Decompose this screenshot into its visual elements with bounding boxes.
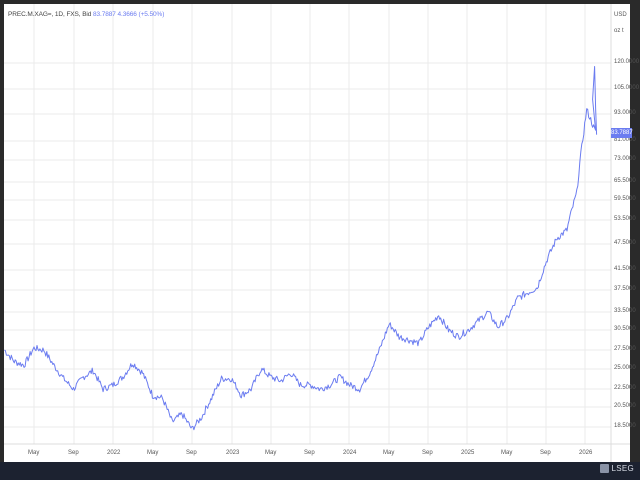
price-change: 4.3666 — [117, 11, 137, 18]
y-tick-label: 81.0000 — [614, 137, 636, 143]
x-tick-label: May — [147, 450, 159, 456]
y-tick-label: 18.5000 — [614, 423, 636, 429]
x-tick-label: 2022 — [107, 450, 121, 456]
y-tick-label: 59.5000 — [614, 196, 636, 202]
x-tick-label: May — [501, 450, 513, 456]
chart-area[interactable] — [4, 4, 630, 462]
y-tick-label: 53.5000 — [614, 216, 636, 222]
y-tick-label: 120.0000 — [614, 59, 640, 65]
last-price: 83.7887 — [93, 11, 116, 18]
x-tick-label: 2023 — [226, 450, 240, 456]
x-tick-label: Sep — [422, 450, 433, 456]
lseg-logo: LSEG — [600, 464, 634, 473]
x-tick-label: Sep — [68, 450, 79, 456]
x-tick-label: Sep — [540, 450, 551, 456]
chart-frame — [0, 0, 640, 462]
lseg-logo-icon — [600, 464, 610, 473]
currency-label: USD — [614, 12, 627, 18]
y-tick-label: 105.0000 — [614, 85, 640, 91]
x-tick-label: Sep — [186, 450, 197, 456]
x-tick-label: May — [265, 450, 277, 456]
brand-label: LSEG — [611, 464, 634, 473]
price-chart[interactable] — [0, 0, 640, 462]
y-tick-label: 41.5000 — [614, 266, 636, 272]
y-tick-label: 22.5000 — [614, 385, 636, 391]
y-tick-label: 73.0000 — [614, 156, 636, 162]
y-tick-label: 37.5000 — [614, 286, 636, 292]
y-tick-label: 47.5000 — [614, 240, 636, 246]
y-tick-label: 20.5000 — [614, 403, 636, 409]
price-line — [4, 66, 598, 431]
x-tick-label: 2025 — [461, 450, 475, 456]
footer-bar — [0, 462, 640, 480]
chart-legend: PREC.M.XAG=, 1D, FXS, Bid 83.7887 4.3666… — [8, 11, 164, 18]
y-tick-label: 93.0000 — [614, 110, 636, 116]
y-tick-label: 33.5000 — [614, 308, 636, 314]
x-tick-label: May — [28, 450, 40, 456]
y-tick-label: 25.0000 — [614, 365, 636, 371]
y-tick-label: 65.5000 — [614, 178, 636, 184]
x-tick-label: 2024 — [343, 450, 357, 456]
price-change-pct: (+5.50%) — [138, 11, 165, 18]
x-tick-label: Sep — [304, 450, 315, 456]
instrument-label: PREC.M.XAG=, 1D, FXS, Bid — [8, 11, 92, 18]
gridlines — [4, 4, 611, 444]
x-tick-label: 2026 — [579, 450, 593, 456]
unit-label: oz t — [614, 28, 624, 34]
y-tick-label: 30.5000 — [614, 326, 636, 332]
y-tick-label: 27.5000 — [614, 346, 636, 352]
current-price-tag: 83.7887 — [611, 128, 633, 138]
x-tick-label: May — [383, 450, 395, 456]
